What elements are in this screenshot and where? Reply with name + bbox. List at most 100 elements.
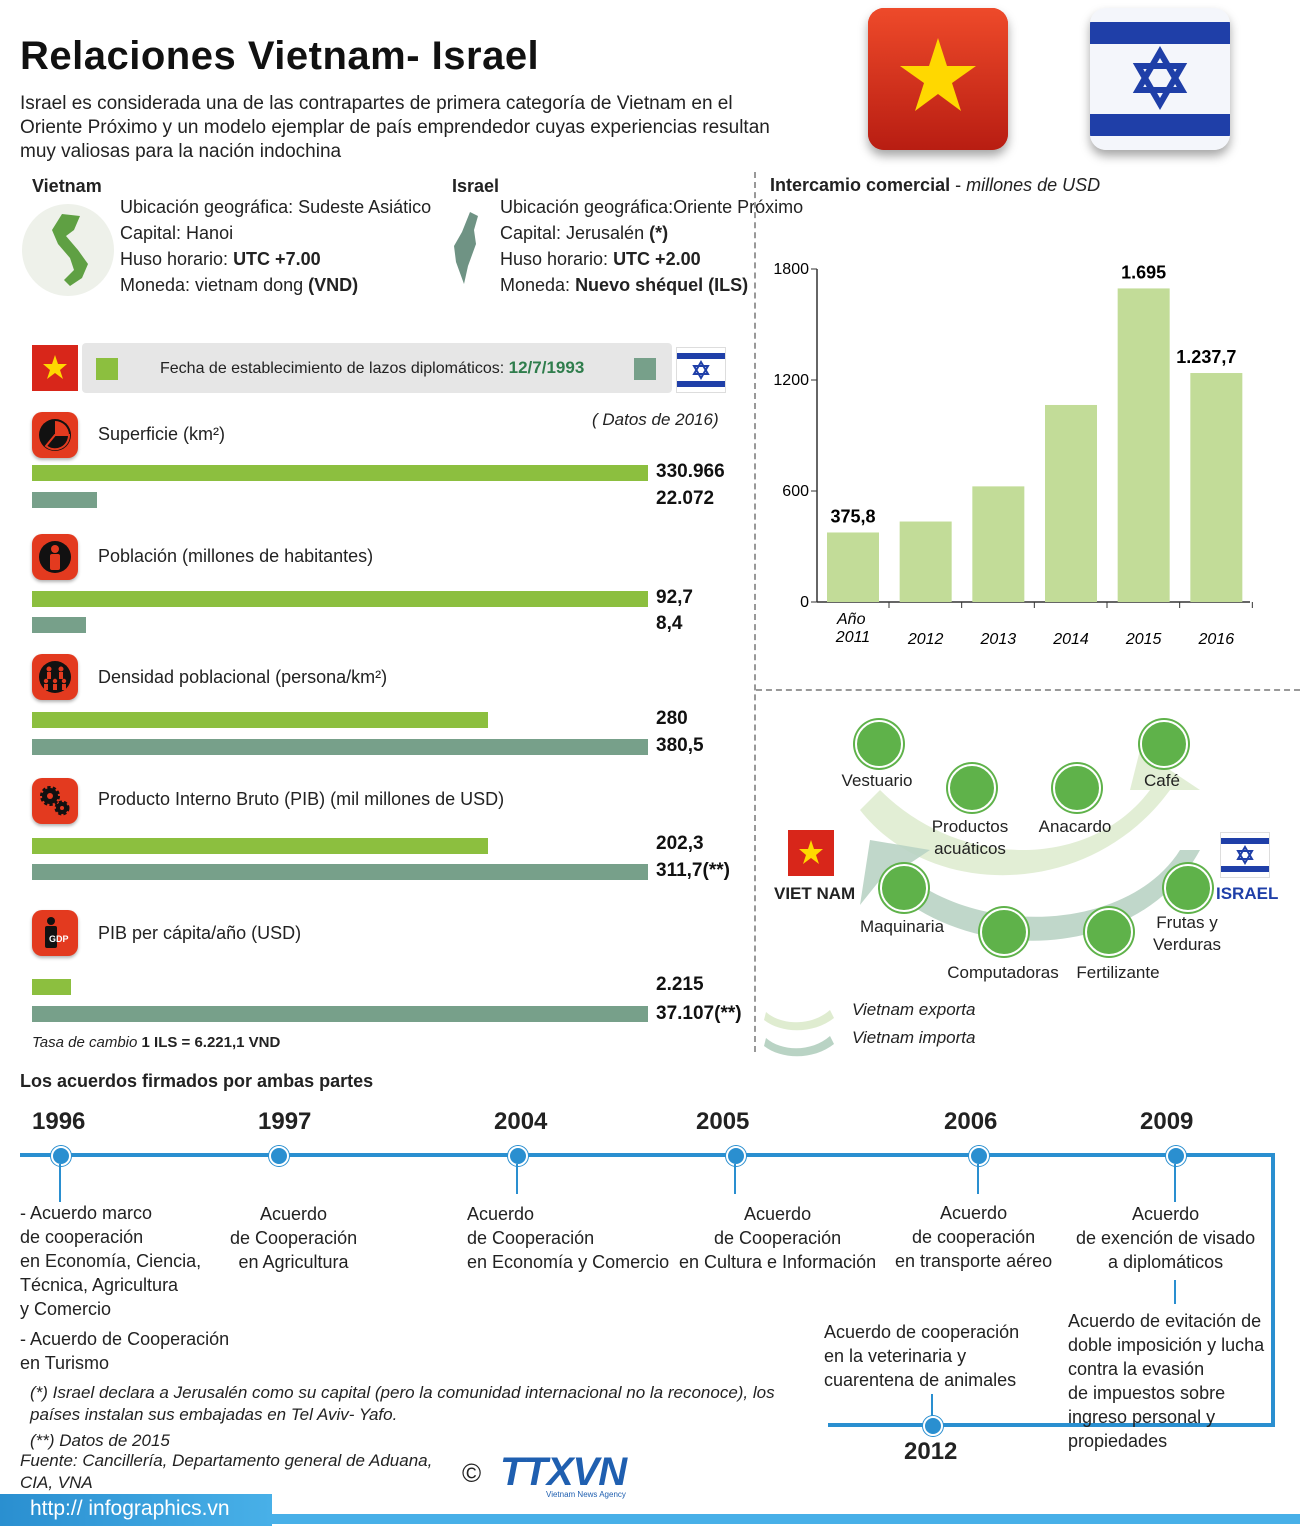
stem-1996 [59, 1164, 61, 1202]
dot-2005 [726, 1146, 746, 1166]
text-2009b: Acuerdo de evitación de doble imposición … [1068, 1311, 1265, 1451]
density-vn-bar [32, 712, 488, 728]
fruit-icon [1164, 864, 1212, 912]
dot-2006 [969, 1146, 989, 1166]
gdp-vn-value: 202,3 [656, 833, 704, 854]
x-tick-label: 2012 [907, 631, 944, 648]
agreements-heading: Los acuerdos firmados por ambas partes [20, 1071, 374, 1091]
y-tick-label: 1200 [773, 372, 809, 389]
gdp-per-capita-vn-bar [32, 979, 71, 995]
fish-icon [948, 764, 996, 812]
trade-vietnam-flag-icon [788, 830, 834, 876]
gears-icon [32, 778, 78, 824]
population-vn-value: 92,7 [656, 587, 693, 608]
text-1996: - Acuerdo marco de cooperación en Economía… [20, 1203, 230, 1373]
density-il-bar [32, 739, 648, 755]
import-frutas: Frutas y Verduras [1152, 913, 1222, 954]
diplomatic-banner: Fecha de establecimiento de lazos diplom… [82, 343, 672, 393]
text-2005: Acuerdo de Cooperación en Cultura e Inform… [679, 1204, 877, 1272]
text-2012: Acuerdo de cooperación en la veterinaria … [824, 1322, 1020, 1390]
coffee-icon [1140, 720, 1188, 768]
stem-2009b [1174, 1280, 1176, 1304]
text-2004: Acuerdo de Cooperación en Economía y Comer… [467, 1204, 670, 1272]
copyright-icon: © [462, 1458, 482, 1488]
year-2005: 2005 [696, 1108, 750, 1135]
gdp-label: Producto Interno Bruto (PIB) (mil millon… [98, 789, 505, 809]
trade-israel-label: ISRAEL [1216, 884, 1279, 903]
chart-bar [972, 486, 1025, 602]
footer-line [272, 1514, 1300, 1524]
svg-text:GDP: GDP [49, 934, 69, 944]
site-url-link[interactable]: http:// infographics.vn [30, 1497, 230, 1520]
area-vn-value: 330.966 [656, 461, 725, 482]
trade-legend-arrows [764, 1010, 834, 1057]
pie-chart-icon [32, 412, 78, 458]
exchange-rate: Tasa de cambio 1 ILS = 6.221,1 VND [32, 1034, 281, 1051]
dot-2012 [923, 1416, 943, 1436]
year-2004: 2004 [494, 1108, 548, 1135]
israel-flag-icon [1090, 8, 1230, 150]
x-tick-label: 2014 [1052, 631, 1089, 648]
timeline-bottom-line [828, 1423, 1275, 1427]
data-label: 1.695 [1121, 262, 1166, 282]
text-2009: Acuerdo de exención de visado a diplomátic… [1076, 1204, 1256, 1272]
page-title: Relaciones Vietnam- Israel [20, 34, 540, 78]
x-axis-label: Año [836, 611, 866, 628]
legend-import: Vietnam importa [852, 1028, 976, 1047]
population-label: Población (millones de habitantes) [98, 546, 374, 566]
israel-map-icon [448, 210, 484, 286]
chart-bar [899, 521, 952, 602]
gdp-vn-bar [32, 838, 488, 854]
footnote-data-2015: (**) Datos de 2015 [30, 1431, 170, 1450]
cashew-icon [1053, 764, 1101, 812]
israel-legend-swatch [634, 358, 656, 380]
vietnam-heading: Vietnam [32, 176, 102, 196]
source-note: Fuente: Cancillería, Departamento genera… [20, 1451, 433, 1492]
data-label: 375,8 [830, 506, 875, 526]
stem-2004 [516, 1164, 518, 1194]
fertilizer-icon [1085, 908, 1133, 956]
year-1997: 1997 [258, 1108, 312, 1135]
chart-title: Intercamio comercial - millones de USD [770, 175, 1101, 195]
gdp-icon: GDP [32, 910, 78, 956]
vietnam-map-icon [22, 204, 114, 296]
stem-2006 [977, 1164, 979, 1194]
chart-bar [1045, 404, 1097, 602]
israel-info: Ubicación geográfica:Oriente Próximo Cap… [500, 197, 804, 295]
density-il-value: 380,5 [656, 735, 704, 756]
diplomatic-label: Fecha de establecimiento de lazos diplom… [160, 358, 585, 377]
area-il-bar [32, 492, 97, 508]
population-il-value: 8,4 [656, 613, 683, 634]
gdp-per-capita-il-value: 37.107(**) [656, 1003, 742, 1024]
gdp-il-value: 311,7(**) [656, 860, 730, 881]
legend-export: Vietnam exporta [852, 1000, 976, 1019]
timeline-vertical [1271, 1153, 1275, 1426]
export-vestuario: Vestuario [841, 771, 913, 790]
dot-2009 [1166, 1146, 1186, 1166]
gdp-il-bar [32, 864, 648, 880]
import-maquinaria: Maquinaria [859, 917, 945, 936]
stem-2012 [931, 1394, 933, 1420]
export-productos: Productos acuáticos [931, 817, 1009, 858]
people-group-icon [32, 654, 78, 700]
computer-icon [980, 908, 1028, 956]
year-2012: 2012 [904, 1438, 958, 1465]
data-year-note: ( Datos de 2016) [592, 410, 719, 429]
chart-bar [1190, 373, 1243, 602]
person-icon [32, 534, 78, 580]
area-vn-bar [32, 465, 648, 481]
trade-bar-chart: 0 600 1200 1800 2011 375,8 2012 2013 2014 2015 1.6… [773, 261, 1253, 648]
y-tick-label: 0 [800, 594, 809, 611]
export-anacardo: Anacardo [1038, 817, 1112, 836]
population-il-bar [32, 617, 86, 633]
ttxvn-logo: TTXVN [500, 1450, 627, 1494]
vietnam-legend-swatch [96, 358, 118, 380]
text-1997: Acuerdo de Cooperación en Agricultura [230, 1204, 358, 1272]
density-label: Densidad poblacional (persona/km²) [98, 667, 388, 687]
clothing-icon [855, 720, 903, 768]
import-fertilizante: Fertilizante [1076, 963, 1160, 982]
chart-bar [1117, 288, 1170, 602]
y-tick-label: 600 [782, 483, 809, 500]
israel-small-flag-icon [676, 347, 726, 393]
area-label: Superficie (km²) [98, 424, 226, 444]
